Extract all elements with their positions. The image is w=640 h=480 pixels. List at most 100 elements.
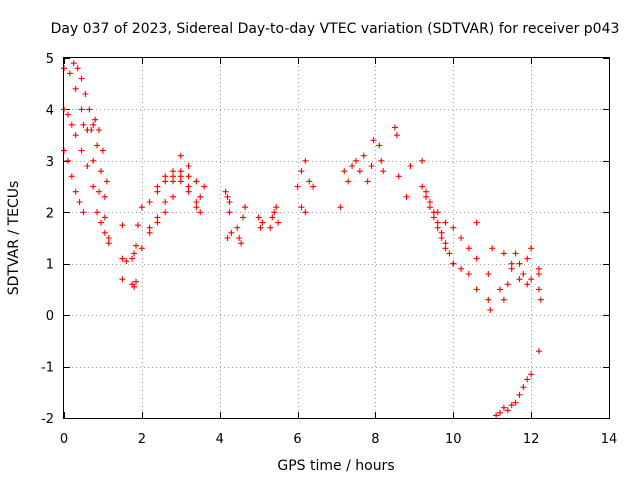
data-point: [458, 265, 465, 272]
x-tick-label: 14: [601, 432, 618, 447]
data-point: [70, 60, 77, 67]
data-point: [520, 384, 527, 391]
data-point: [271, 209, 278, 216]
data-point: [391, 124, 398, 131]
data-point: [450, 260, 457, 267]
data-point: [442, 240, 449, 247]
y-axis-label: SDTVAR / TECUs: [6, 181, 22, 296]
data-point: [185, 183, 192, 190]
data-point: [170, 193, 176, 200]
data-point: [259, 219, 266, 226]
data-point: [105, 235, 112, 241]
data-point: [512, 250, 519, 257]
data-point: [267, 224, 274, 231]
data-point: [255, 214, 262, 221]
series-cluster-5h: [255, 214, 266, 231]
series-track-9-10h-c: [434, 209, 480, 262]
series-arc-7h-a: [337, 152, 375, 211]
data-point: [96, 188, 103, 195]
y-tick-label: -2: [41, 412, 54, 427]
y-tick-label: 4: [46, 103, 54, 118]
data-point: [236, 235, 243, 241]
data-point: [68, 173, 75, 180]
data-point: [500, 404, 507, 411]
data-point: [345, 178, 352, 185]
data-point: [64, 157, 71, 164]
data-point: [485, 296, 492, 303]
data-point: [162, 199, 169, 205]
data-point: [154, 219, 161, 226]
data-point: [226, 199, 233, 205]
x-tick-label: 4: [216, 432, 224, 447]
data-point: [185, 163, 192, 169]
data-point: [84, 163, 91, 169]
x-tick-label: 8: [371, 432, 379, 447]
data-point: [193, 178, 200, 185]
data-point: [101, 214, 108, 221]
data-point: [119, 222, 126, 229]
x-tick-label: 2: [138, 432, 146, 447]
data-point: [64, 111, 71, 118]
data-point: [193, 204, 200, 211]
data-point: [516, 276, 523, 283]
data-point: [222, 188, 229, 195]
series-track-b: [61, 147, 87, 216]
data-point: [370, 137, 377, 144]
data-point: [423, 193, 430, 200]
data-point: [105, 240, 112, 247]
data-point: [302, 157, 309, 164]
data-point: [504, 281, 511, 288]
data-point: [508, 402, 515, 409]
data-point: [134, 222, 141, 229]
data-point: [74, 65, 81, 72]
data-point: [99, 147, 106, 154]
data-point: [528, 276, 535, 283]
data-point: [242, 204, 249, 211]
data-point: [146, 224, 153, 231]
data-point: [66, 70, 73, 77]
data-point: [500, 250, 507, 257]
data-point: [146, 229, 153, 236]
series-isolated-1: [119, 222, 130, 283]
data-point: [524, 281, 531, 288]
data-point: [197, 193, 204, 200]
data-point: [497, 286, 503, 293]
data-point: [275, 219, 282, 226]
x-tick-label: 12: [523, 432, 540, 447]
data-point: [96, 127, 103, 133]
data-point: [228, 229, 235, 236]
data-point: [535, 348, 542, 355]
data-point: [487, 307, 494, 313]
data-point: [446, 250, 453, 257]
data-point: [298, 204, 305, 211]
data-point: [177, 168, 184, 175]
series-loops-11.5h: [497, 245, 535, 303]
data-point: [364, 178, 371, 185]
data-point: [535, 286, 542, 293]
y-tick-label: 0: [46, 309, 54, 324]
series-arc-3: [146, 178, 204, 231]
data-point: [185, 173, 192, 180]
data-point: [298, 168, 305, 175]
data-point: [131, 250, 138, 257]
x-tick-label: 0: [60, 432, 68, 447]
data-point: [72, 188, 79, 195]
data-point: [524, 255, 531, 262]
data-point: [535, 271, 542, 277]
data-point: [497, 409, 503, 416]
data-point: [133, 278, 140, 285]
data-point: [473, 286, 480, 293]
data-point: [356, 168, 363, 175]
data-point: [94, 209, 101, 216]
data-point: [177, 152, 184, 159]
data-point: [378, 157, 385, 164]
y-tick-label: 1: [46, 258, 54, 273]
data-point: [442, 219, 449, 226]
data-point: [407, 163, 414, 169]
data-point: [72, 85, 79, 92]
series-points-8h: [370, 124, 426, 200]
x-tick-label: 10: [445, 432, 462, 447]
data-point: [197, 209, 204, 216]
data-point: [516, 260, 523, 267]
data-point: [504, 407, 511, 414]
